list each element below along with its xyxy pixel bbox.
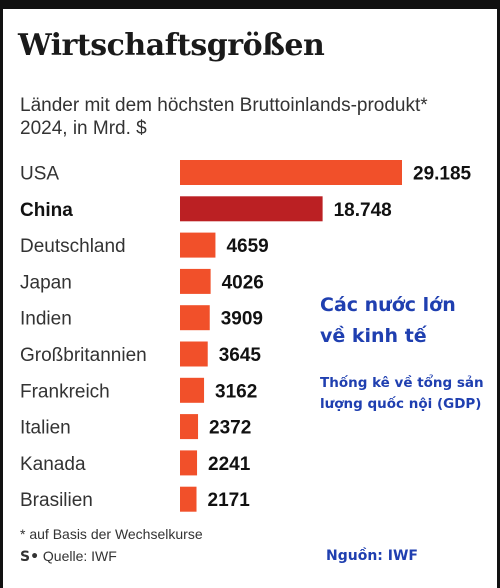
category-label-usa: USA xyxy=(20,164,59,185)
bar-frankreich xyxy=(180,377,205,403)
category-label-indien: Indien xyxy=(20,309,72,330)
bar-china xyxy=(180,196,323,222)
category-label-deutschland: Deutschland xyxy=(20,236,126,257)
bar-italien xyxy=(180,414,199,440)
value-label-kanada: 2241 xyxy=(208,454,251,475)
value-label-frankreich: 3162 xyxy=(215,381,257,402)
annotation-source: Nguồn: IWF xyxy=(326,548,418,564)
chart-title: Wirtschaftsgrößen xyxy=(18,28,325,63)
left-border xyxy=(0,0,3,588)
value-label-japan: 4026 xyxy=(222,272,264,293)
source-logo: S• xyxy=(20,549,40,565)
value-label-usa: 29.185 xyxy=(413,164,472,185)
category-label-gro-britannien: Großbritannien xyxy=(20,345,147,366)
bar-brasilien xyxy=(180,486,197,512)
source-line: S• Quelle: IWF xyxy=(20,548,117,565)
category-label-china: China xyxy=(20,200,73,221)
bar-deutschland xyxy=(180,232,216,258)
bar-chart: USA 29.185 China 18.748 Deutschland 4659 Japan… xyxy=(20,160,472,512)
source-text: Quelle: IWF xyxy=(42,548,117,564)
footnote: * auf Basis der Wechselkurse xyxy=(20,526,203,542)
category-label-brasilien: Brasilien xyxy=(20,490,93,511)
annotation-description: Thống kê về tổng sản lượng quốc nội (GDP… xyxy=(320,375,484,412)
bar-usa xyxy=(180,160,402,185)
value-label-italien: 2372 xyxy=(209,418,251,439)
right-border xyxy=(497,0,500,588)
top-border xyxy=(0,0,500,9)
chart-subtitle: Länder mit dem höchsten Bruttoinlands-pr… xyxy=(20,95,428,139)
bar-kanada xyxy=(180,450,198,476)
category-label-italien: Italien xyxy=(20,418,71,439)
bar-japan xyxy=(180,268,211,294)
value-label-china: 18.748 xyxy=(334,200,392,221)
value-label-gro-britannien: 3645 xyxy=(219,345,262,366)
category-label-frankreich: Frankreich xyxy=(20,381,110,402)
category-label-kanada: Kanada xyxy=(20,454,86,475)
value-label-indien: 3909 xyxy=(221,309,263,330)
value-label-deutschland: 4659 xyxy=(226,236,268,257)
value-label-brasilien: 2171 xyxy=(208,490,251,511)
annotation-heading-line1: Các nước lớn xyxy=(320,294,456,316)
annotation-heading: Các nước lớn về kinh tế xyxy=(320,290,456,352)
bar-gro-britannien xyxy=(180,341,208,367)
annotation-heading-line2: về kinh tế xyxy=(320,325,427,347)
bar-indien xyxy=(180,305,210,331)
category-label-japan: Japan xyxy=(20,272,72,293)
